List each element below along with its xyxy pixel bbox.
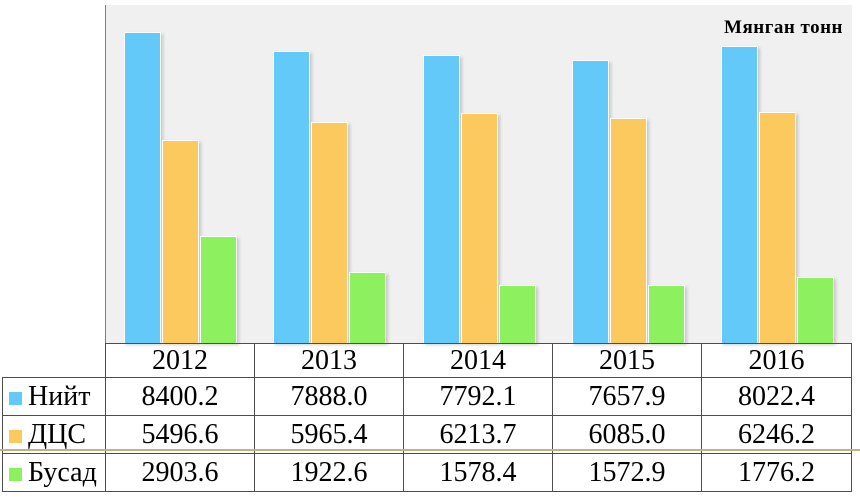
bar-Нийт-2016 (720, 46, 758, 343)
cell-niit-2016: 8022.4 (701, 377, 852, 416)
bar-Бусад-2014 (498, 285, 536, 343)
cell-busad-2014: 1578.4 (403, 453, 553, 492)
cell-niit-2012: 8400.2 (105, 377, 255, 416)
bar-ДЦС-2013 (311, 122, 349, 343)
year-header-row: 2012 2013 2014 2015 2016 (3, 343, 852, 378)
legend-swatch-niit (9, 391, 22, 405)
legend-cell-busad: Бусад (2, 453, 106, 492)
plot-area: Мянган тонн (105, 5, 852, 343)
cell-dts-2016: 6246.2 (701, 415, 852, 454)
chart-title: Мянган тонн (724, 17, 843, 38)
year-header-2015: 2015 (552, 343, 702, 378)
blank-corner-cell (3, 344, 106, 378)
data-table: 2012 2013 2014 2015 2016 Нийт 8400.2 788… (2, 343, 852, 492)
year-header-2013: 2013 (254, 343, 404, 378)
bar-groups (106, 10, 852, 343)
legend-swatch-dts (9, 429, 22, 443)
bar-Нийт-2014 (422, 55, 460, 343)
bar-group-2015 (554, 10, 703, 343)
table-row-busad: Бусад 2903.6 1922.6 1578.4 1572.9 1776.2 (2, 453, 852, 492)
table-row-dts: ДЦС 5496.6 5965.4 6213.7 6085.0 6246.2 (2, 415, 852, 454)
bar-Бусад-2012 (200, 236, 238, 343)
cell-dts-2013: 5965.4 (254, 415, 404, 454)
legend-label-busad: Бусад (28, 456, 97, 488)
year-header-2016: 2016 (701, 343, 852, 378)
table-row-niit: Нийт 8400.2 7888.0 7792.1 7657.9 8022.4 (2, 377, 852, 416)
bar-group-2014 (404, 10, 553, 343)
bar-Нийт-2012 (124, 32, 162, 343)
cell-dts-2015: 6085.0 (552, 415, 702, 454)
legend-label-dts: ДЦС (28, 418, 86, 450)
cell-niit-2014: 7792.1 (403, 377, 553, 416)
cell-busad-2016: 1776.2 (701, 453, 852, 492)
bar-Бусад-2016 (796, 277, 834, 343)
cell-busad-2013: 1922.6 (254, 453, 404, 492)
legend-cell-dts: ДЦС (2, 415, 106, 454)
bar-Бусад-2013 (349, 272, 387, 343)
bar-Нийт-2015 (571, 60, 609, 343)
cell-dts-2012: 5496.6 (105, 415, 255, 454)
cell-niit-2013: 7888.0 (254, 377, 404, 416)
cell-dts-2014: 6213.7 (403, 415, 553, 454)
bar-ДЦС-2014 (460, 113, 498, 343)
bar-group-2012 (106, 10, 255, 343)
bar-ДЦС-2016 (758, 112, 796, 343)
year-header-2014: 2014 (403, 343, 553, 378)
cell-busad-2012: 2903.6 (105, 453, 255, 492)
cell-niit-2015: 7657.9 (552, 377, 702, 416)
legend-cell-niit: Нийт (2, 377, 106, 416)
cell-busad-2015: 1572.9 (552, 453, 702, 492)
bar-Нийт-2013 (273, 51, 311, 343)
legend-swatch-busad (9, 467, 22, 481)
bar-group-2016 (703, 10, 852, 343)
bar-group-2013 (255, 10, 404, 343)
bar-Бусад-2015 (647, 285, 685, 343)
bar-ДЦС-2012 (162, 140, 200, 343)
bar-ДЦС-2015 (609, 118, 647, 343)
year-header-2012: 2012 (105, 343, 255, 378)
legend-label-niit: Нийт (28, 380, 91, 412)
